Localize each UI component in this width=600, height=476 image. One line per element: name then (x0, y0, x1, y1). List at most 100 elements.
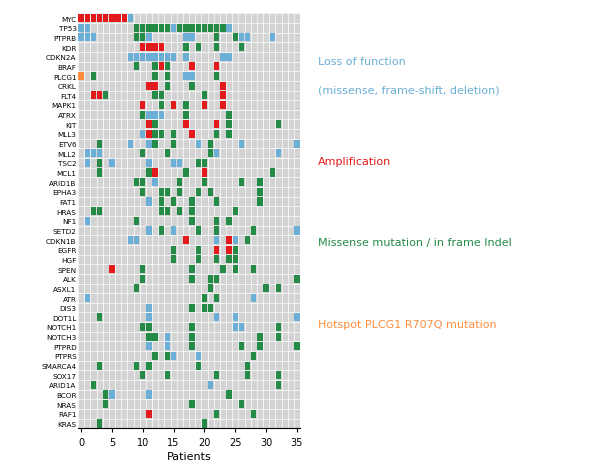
Bar (146, 121, 152, 129)
Bar (233, 237, 238, 245)
Bar (263, 285, 269, 293)
Bar (233, 266, 238, 274)
Bar (269, 169, 275, 177)
Bar (184, 25, 188, 33)
Bar (128, 237, 133, 245)
Bar (190, 333, 194, 341)
Bar (184, 102, 188, 110)
Bar (152, 169, 158, 177)
Bar (226, 25, 232, 33)
Bar (97, 314, 102, 322)
Bar (226, 256, 232, 264)
Bar (152, 92, 158, 100)
Bar (196, 362, 201, 370)
Bar (165, 188, 170, 197)
Bar (295, 343, 299, 351)
Bar (239, 343, 244, 351)
Bar (208, 285, 213, 293)
Bar (134, 63, 139, 71)
Bar (171, 25, 176, 33)
Bar (251, 227, 256, 235)
Bar (152, 352, 158, 360)
Bar (165, 150, 170, 158)
Bar (190, 218, 194, 225)
Bar (140, 275, 145, 283)
Bar (208, 275, 213, 283)
Bar (214, 130, 220, 139)
Bar (165, 25, 170, 33)
Text: Loss of function: Loss of function (318, 57, 406, 67)
Bar (146, 343, 152, 351)
Bar (208, 304, 213, 312)
Bar (171, 256, 176, 264)
Bar (97, 15, 102, 23)
Text: (missense, frame-shift, deletion): (missense, frame-shift, deletion) (318, 86, 500, 96)
Bar (91, 208, 96, 216)
Bar (85, 34, 90, 42)
Bar (97, 150, 102, 158)
Bar (140, 44, 145, 52)
Bar (226, 237, 232, 245)
Bar (239, 400, 244, 408)
Bar (184, 121, 188, 129)
Bar (190, 275, 194, 283)
Bar (152, 25, 158, 33)
Bar (91, 73, 96, 81)
Bar (257, 179, 263, 187)
Bar (276, 285, 281, 293)
Bar (196, 25, 201, 33)
Bar (128, 15, 133, 23)
Bar (233, 208, 238, 216)
Bar (184, 44, 188, 52)
Bar (269, 34, 275, 42)
Bar (220, 92, 226, 100)
Bar (171, 130, 176, 139)
Bar (214, 371, 220, 379)
Bar (202, 169, 207, 177)
Bar (190, 208, 194, 216)
Bar (177, 188, 182, 197)
Bar (171, 140, 176, 149)
Bar (257, 333, 263, 341)
Bar (202, 304, 207, 312)
Bar (276, 323, 281, 331)
Bar (245, 362, 250, 370)
Bar (276, 121, 281, 129)
Bar (190, 323, 194, 331)
Bar (152, 140, 158, 149)
Bar (158, 227, 164, 235)
Bar (190, 266, 194, 274)
Bar (79, 34, 83, 42)
Bar (165, 82, 170, 90)
Bar (165, 352, 170, 360)
Bar (196, 256, 201, 264)
Bar (239, 34, 244, 42)
Bar (122, 15, 127, 23)
Bar (233, 314, 238, 322)
Bar (146, 323, 152, 331)
Bar (295, 314, 299, 322)
Bar (214, 198, 220, 206)
Bar (239, 140, 244, 149)
Bar (152, 44, 158, 52)
Bar (85, 25, 90, 33)
Bar (109, 159, 115, 168)
Bar (226, 218, 232, 225)
Bar (171, 246, 176, 254)
Bar (190, 343, 194, 351)
Bar (103, 391, 109, 399)
Bar (79, 25, 83, 33)
Bar (134, 34, 139, 42)
Bar (128, 140, 133, 149)
Bar (152, 73, 158, 81)
Bar (146, 34, 152, 42)
Bar (165, 63, 170, 71)
Bar (214, 227, 220, 235)
Bar (158, 208, 164, 216)
Bar (140, 266, 145, 274)
Bar (140, 111, 145, 119)
Bar (152, 333, 158, 341)
Bar (202, 419, 207, 427)
Bar (196, 246, 201, 254)
Bar (214, 218, 220, 225)
